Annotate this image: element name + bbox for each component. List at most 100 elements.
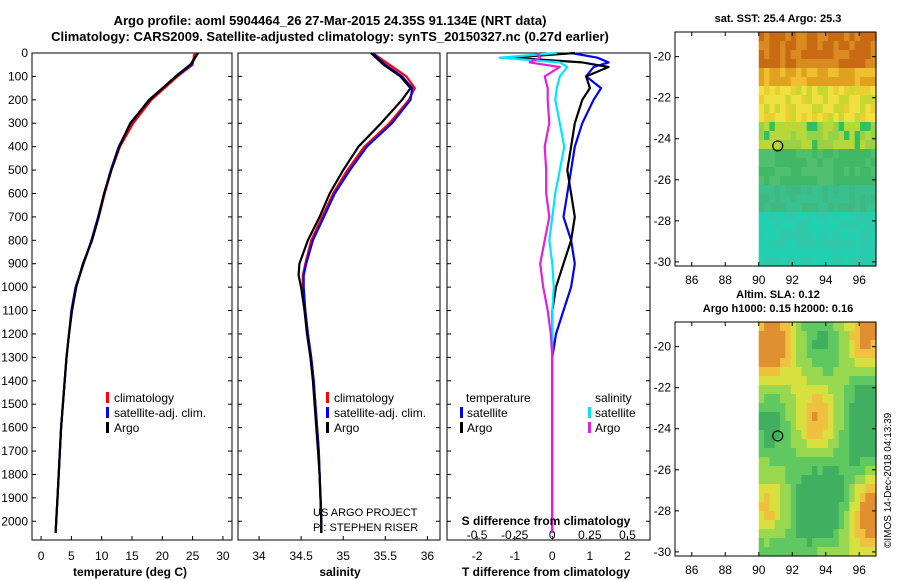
map-sst-cell (764, 185, 771, 195)
map-sst-cell (870, 32, 877, 42)
map-sla-cell (849, 331, 856, 341)
map-sst-cell (796, 176, 802, 186)
map-sst-cell (833, 257, 840, 267)
map-sst-cell (764, 239, 771, 249)
map-sst-cell (870, 104, 877, 114)
map-sst-cell (854, 203, 861, 213)
map-sst-cell (870, 41, 877, 51)
map-sla-cell (854, 349, 861, 359)
map-sla-cell (774, 322, 781, 332)
map-sst-cell (764, 176, 771, 186)
map-sla-cell (780, 466, 786, 476)
map-sla-cell (838, 430, 845, 440)
map-sst-cell (844, 257, 850, 267)
map-sst-cell (817, 41, 824, 51)
map-sla-cell (769, 493, 776, 503)
map-sst-cell (870, 50, 877, 60)
map-sst-cell (822, 185, 829, 195)
map-sst-cell (780, 221, 786, 231)
map-sst-xtick-label: 92 (786, 273, 800, 287)
map-sla-cell (796, 331, 802, 341)
map-sla-cell (785, 448, 792, 458)
map-sla-cell (785, 538, 792, 548)
map-sst-cell (758, 239, 765, 249)
map-sla-cell (780, 412, 786, 422)
legend-argo-label: Argo (114, 421, 140, 435)
map-sla-cell (806, 367, 813, 377)
map-sla-cell (822, 439, 829, 449)
map-sla-cell (801, 412, 808, 422)
map-sst-cell (865, 149, 872, 159)
map-sst-cell (801, 239, 808, 249)
map-sla-cell (838, 358, 845, 368)
map-sla-cell (780, 520, 786, 530)
map-sla-cell (822, 529, 829, 539)
map-sla-cell (774, 538, 781, 548)
map-sst-cell (796, 257, 802, 267)
map-sst-cell (774, 221, 781, 231)
s-diff-xtick-label: 0 (549, 528, 556, 542)
map-sla-ytick-label: -28 (654, 504, 672, 518)
map-sla-cell (812, 367, 818, 377)
map-sst-cell (822, 230, 829, 240)
map-sla-cell (801, 547, 808, 557)
depth-tick-label: 900 (8, 257, 28, 271)
sal-legend-climatology-label: climatology (334, 391, 394, 405)
map-sla-cell (769, 340, 776, 350)
map-sst-cell (860, 176, 866, 186)
map-sst-xtick-label: 94 (819, 273, 833, 287)
map-sst-cell (780, 122, 786, 132)
map-sst-xtick-label: 86 (685, 273, 699, 287)
map-sst-cell (865, 50, 872, 60)
map-sst-cell (844, 203, 850, 213)
map-sst-cell (769, 104, 776, 114)
map-sla-cell (790, 421, 797, 431)
map-sst-cell (812, 185, 818, 195)
map-sla-cell (796, 340, 802, 350)
map-sla-cell (790, 403, 797, 413)
map-sla-cell (769, 529, 776, 539)
map-sla-cell (849, 385, 856, 395)
map-sla-cell (758, 502, 765, 512)
map-sst-cell (780, 158, 786, 168)
map-sst-cell (780, 239, 786, 249)
map-sla-cell (844, 394, 850, 404)
map-sla-cell (854, 412, 861, 422)
map-sla-cell (865, 331, 872, 341)
map-sst-cell (790, 212, 797, 222)
map-sst-cell (774, 167, 781, 177)
map-sla-cell (838, 502, 845, 512)
map-sst-cell (790, 77, 797, 87)
map-sst-cell (844, 167, 850, 177)
map-sst-cell (769, 149, 776, 159)
map-sst-cell (865, 104, 872, 114)
map-sst-cell (828, 104, 834, 114)
map-sla-cell (780, 394, 786, 404)
map-sst-cell (790, 140, 797, 150)
map-sst-cell (828, 203, 834, 213)
map-sla-cell (854, 403, 861, 413)
map-sst-cell (828, 167, 834, 177)
map-sst-cell (849, 176, 856, 186)
map-sla-cell (796, 367, 802, 377)
map-sla-cell (812, 331, 818, 341)
map-sla-cell (865, 538, 872, 548)
map-sst-cell (785, 212, 792, 222)
map-sla-cell (817, 358, 824, 368)
map-sst-cell (817, 194, 824, 204)
map-sst-cell (806, 257, 813, 267)
map-sst-cell (854, 32, 861, 42)
map-sla-cell (870, 430, 877, 440)
map-sst-cell (833, 104, 840, 114)
map-sla-cell (796, 466, 802, 476)
map-sla-cell (764, 367, 771, 377)
map-sla-cell (774, 520, 781, 530)
map-sla-cell (785, 403, 792, 413)
map-sla-cell (774, 511, 781, 521)
map-sst-cell (758, 248, 765, 258)
map-sst-cell (780, 32, 786, 42)
map-sst-cell (844, 32, 850, 42)
map-sla-cell (860, 412, 866, 422)
map-sst-cell (785, 140, 792, 150)
legend-satellite-swatch (106, 407, 109, 418)
